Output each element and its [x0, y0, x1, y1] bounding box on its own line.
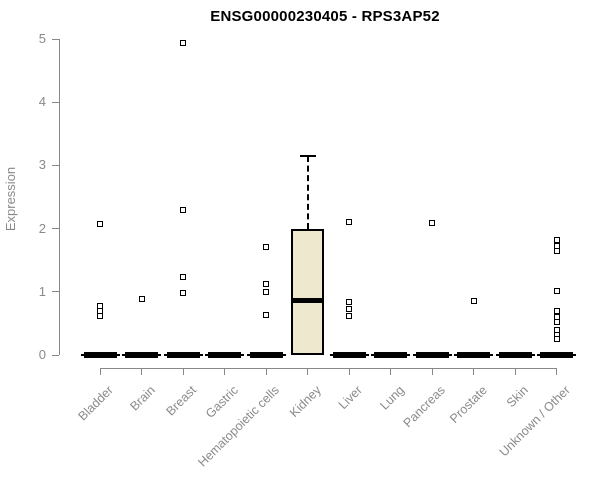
- y-tick-label: 0: [38, 347, 46, 362]
- y-tick-label: 5: [38, 31, 46, 46]
- outlier-point: [180, 290, 186, 297]
- collapsed-box: [374, 352, 407, 358]
- y-axis-tick: [52, 101, 59, 103]
- outlier-point: [553, 319, 560, 326]
- y-axis-line: [59, 39, 60, 355]
- whisker-cap: [299, 154, 316, 157]
- collapsed-box: [540, 352, 573, 358]
- collapsed-box: [166, 352, 200, 358]
- y-axis-label: Expression: [3, 166, 18, 232]
- y-axis-tick: [52, 38, 59, 40]
- y-axis-tick: [52, 291, 59, 293]
- outlier-point: [470, 298, 477, 305]
- collapsed-box: [208, 352, 241, 358]
- outlier-point: [97, 312, 103, 319]
- x-axis-line: [100, 368, 557, 369]
- x-axis-tick: [141, 368, 142, 375]
- outlier-point: [138, 295, 145, 302]
- x-axis-tick: [224, 368, 225, 375]
- outlier-point: [553, 336, 560, 343]
- outlier-point: [346, 219, 352, 226]
- outlier-point: [263, 312, 269, 319]
- collapsed-box: [498, 352, 532, 358]
- median-line: [291, 298, 324, 304]
- box-iqr: [291, 228, 324, 355]
- x-axis-tick: [431, 368, 433, 375]
- outlier-point: [553, 236, 560, 243]
- outlier-point: [346, 313, 352, 320]
- upper-whisker: [306, 155, 309, 229]
- outlier-point: [553, 248, 560, 255]
- outlier-point: [263, 243, 269, 250]
- y-axis-tick: [52, 228, 59, 230]
- outlier-point: [180, 40, 186, 47]
- collapsed-box: [83, 352, 117, 358]
- collapsed-box: [332, 352, 366, 358]
- x-axis-tick: [390, 368, 391, 375]
- collapsed-box: [125, 352, 158, 358]
- outlier-point: [346, 305, 352, 312]
- y-tick-label: 4: [38, 94, 46, 110]
- collapsed-box: [249, 352, 283, 358]
- outlier-point: [97, 221, 103, 228]
- outlier-point: [180, 207, 186, 214]
- collapsed-box: [457, 352, 490, 358]
- x-axis-tick: [514, 368, 516, 375]
- y-axis-tick: [52, 164, 59, 166]
- collapsed-box: [415, 352, 449, 358]
- outlier-point: [180, 273, 186, 280]
- outlier-point: [553, 287, 560, 294]
- y-axis-tick: [52, 354, 59, 356]
- x-axis-tick: [307, 368, 308, 375]
- chart-title: ENSG00000230405 - RPS3AP52: [210, 8, 440, 25]
- outlier-point: [263, 288, 269, 295]
- outlier-point: [346, 298, 352, 305]
- x-axis-tick: [265, 368, 267, 375]
- y-tick-label: 1: [38, 283, 46, 299]
- x-axis-tick: [473, 368, 474, 375]
- x-axis-tick: [348, 368, 350, 375]
- outlier-point: [553, 307, 560, 314]
- x-axis-tick: [556, 368, 557, 375]
- outlier-point: [429, 219, 435, 226]
- y-tick-label: 3: [38, 157, 46, 173]
- outlier-point: [553, 242, 560, 249]
- y-tick-label: 2: [38, 220, 46, 236]
- x-axis-tick: [99, 368, 101, 375]
- x-axis-tick: [182, 368, 184, 375]
- outlier-point: [263, 280, 269, 287]
